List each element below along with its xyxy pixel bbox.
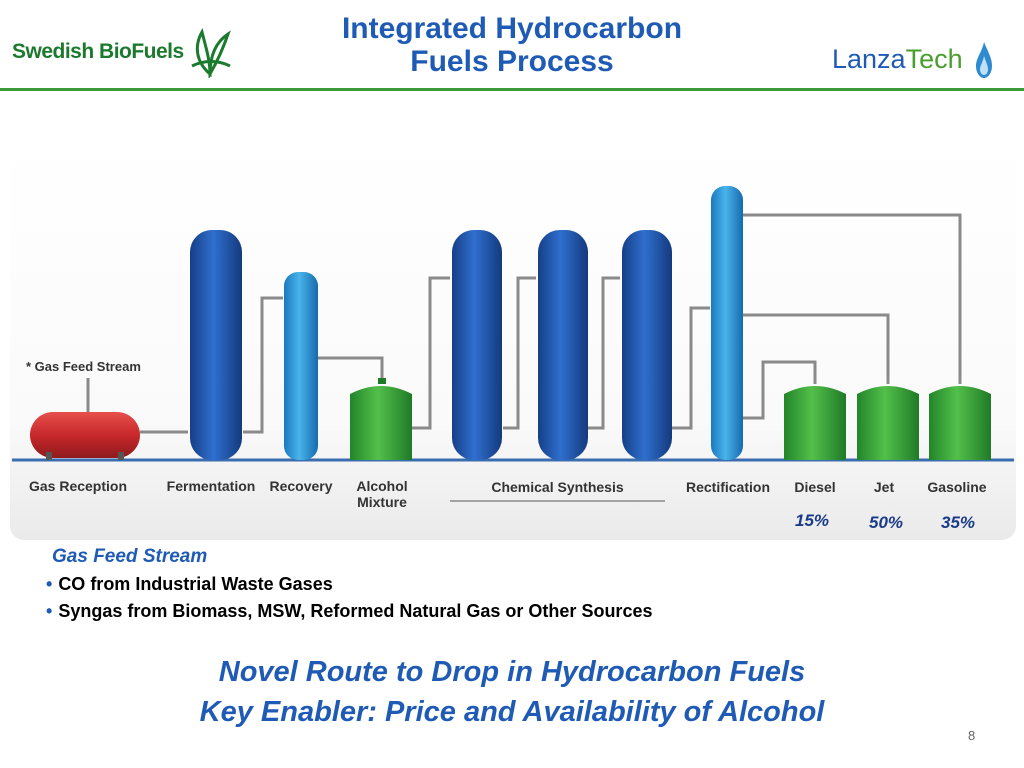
pipe-alcohol-synthesis1 (412, 276, 450, 430)
pipe-synthesis2-synthesis3 (587, 276, 620, 430)
bullet-icon: • (46, 574, 53, 594)
lanzatech-logo: LanzaTech (832, 44, 963, 75)
label-gas-reception: Gas Reception (28, 478, 128, 494)
label-diesel: Diesel (794, 479, 836, 495)
pipes (86, 213, 962, 434)
gasoline-tank (929, 386, 991, 460)
pipe-recovery-alcohol (318, 356, 384, 380)
gas-feed-note: * Gas Feed Stream (26, 359, 141, 374)
yield-jet: 50% (869, 513, 904, 532)
product-tanks (784, 386, 991, 460)
label-alcohol-line-2: Mixture (357, 494, 407, 510)
pipe-synthesis3-rectification (671, 306, 710, 430)
pipe-rectification-diesel (742, 360, 817, 420)
lanzatech-wordmark-b: Tech (905, 44, 963, 74)
label-fermentation: Fermentation (166, 478, 256, 494)
bullet-icon: • (46, 601, 53, 621)
page-number: 8 (968, 728, 976, 743)
page-title: Integrated Hydrocarbon Fuels Process (270, 12, 754, 78)
title-line-2: Fuels Process (410, 45, 614, 78)
feed-heading: Gas Feed Stream (52, 546, 208, 567)
gas-reception-vessel (30, 412, 140, 460)
label-alcohol-line-1: Alcohol (356, 478, 408, 494)
synthesis-column-1 (452, 230, 502, 460)
label-chemical-synthesis: Chemical Synthesis (491, 479, 624, 495)
feed-item: • Syngas from Biomass, MSW, Reformed Natu… (46, 601, 652, 622)
fermentation-column (190, 230, 242, 460)
feed-item: • CO from Industrial Waste Gases (46, 574, 333, 595)
header-divider (0, 88, 1024, 91)
swedish-biofuels-wordmark: Swedish BioFuels (12, 40, 184, 63)
flame-icon (976, 42, 992, 78)
chemical-synthesis-columns (452, 230, 672, 460)
label-jet: Jet (873, 479, 895, 495)
footer-line-1: Novel Route to Drop in Hydrocarbon Fuels (218, 656, 806, 688)
title-line-1: Integrated Hydrocarbon (341, 12, 683, 45)
leaf-logo-icon (191, 28, 231, 78)
label-recovery: Recovery (269, 478, 333, 494)
synthesis-column-2 (538, 230, 588, 460)
diesel-tank (784, 386, 846, 460)
feed-item-text: Syngas from Biomass, MSW, Reformed Natur… (58, 601, 653, 621)
lanzatech-wordmark-a: Lanza (832, 44, 906, 74)
pipe-fermentation-recovery (243, 296, 283, 434)
pipe-rectification-gasoline (742, 213, 962, 384)
label-gasoline: Gasoline (927, 479, 987, 495)
yield-diesel: 15% (795, 511, 830, 530)
feed-item-text: CO from Industrial Waste Gases (58, 574, 333, 594)
pipe-rectification-jet (742, 313, 890, 384)
swedish-biofuels-logo: Swedish BioFuels (12, 40, 184, 64)
rectification-column (711, 186, 743, 460)
alcohol-mixture-tank (350, 378, 412, 460)
process-panel (10, 142, 1016, 540)
yield-gasoline: 35% (941, 513, 976, 532)
synthesis-column-3 (622, 230, 672, 460)
label-rectification: Rectification (685, 479, 770, 495)
jet-tank (857, 386, 919, 460)
recovery-column (284, 272, 318, 460)
pipe-synthesis1-synthesis2 (503, 276, 536, 430)
footer-line-2: Key Enabler: Price and Availability of A… (199, 696, 825, 728)
label-alcohol-mixture: Alcohol Mixture (344, 478, 420, 510)
